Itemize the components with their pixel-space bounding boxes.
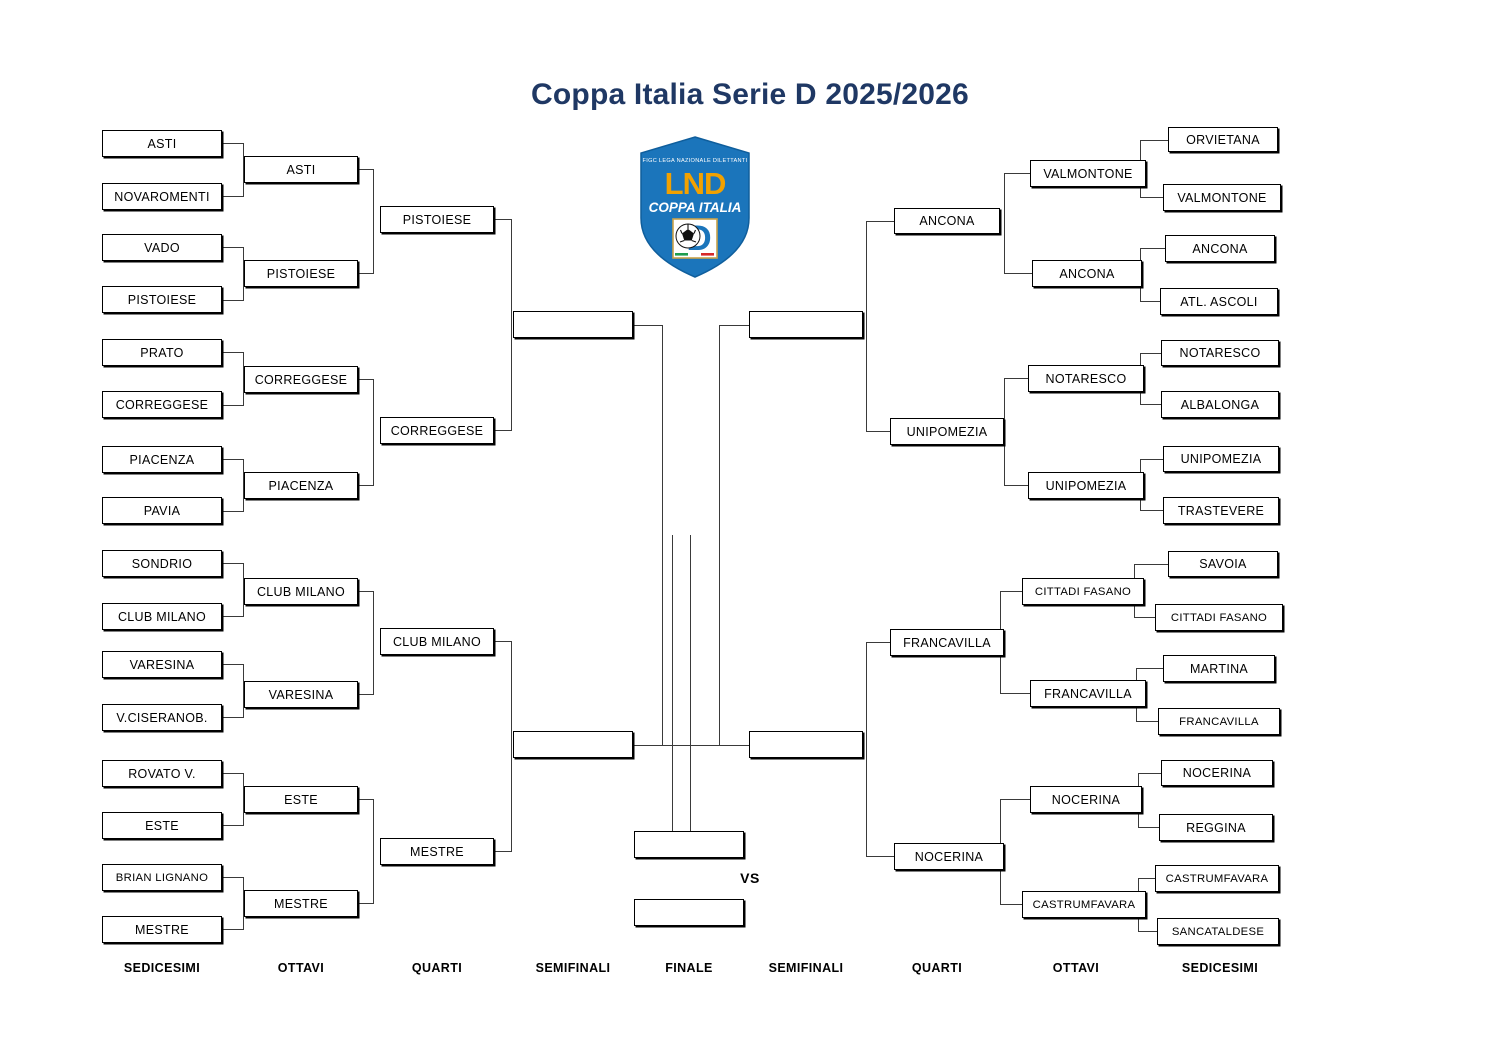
final-slot-top[interactable] xyxy=(634,831,744,858)
match-slot[interactable]: ALBALONGA xyxy=(1161,391,1279,418)
match-slot[interactable]: ROVATO V. xyxy=(102,760,222,787)
match-slot[interactable]: FRANCAVILLA xyxy=(890,629,1004,656)
round-label-finale: FINALE xyxy=(665,961,713,975)
match-slot[interactable]: CITTADI FASANO xyxy=(1022,578,1144,605)
match-slot[interactable]: MESTRE xyxy=(380,838,494,865)
round-label-right-sedicesimi: SEDICESIMI xyxy=(1181,961,1259,975)
match-slot[interactable]: NOTARESCO xyxy=(1028,365,1144,392)
match-slot[interactable]: SAVOIA xyxy=(1168,551,1278,577)
match-slot[interactable]: CORREGGESE xyxy=(380,417,494,444)
svg-text:COPPA ITALIA: COPPA ITALIA xyxy=(649,200,742,215)
match-slot[interactable]: VARESINA xyxy=(102,651,222,678)
match-slot[interactable]: ANCONA xyxy=(894,208,1000,234)
match-slot[interactable]: ESTE xyxy=(102,812,222,839)
match-slot[interactable]: ORVIETANA xyxy=(1168,127,1278,152)
match-slot[interactable]: CLUB MILANO xyxy=(380,628,494,655)
match-slot[interactable]: NOCERINA xyxy=(1030,786,1142,813)
match-slot[interactable]: V.CISERANOB. xyxy=(102,704,222,731)
match-slot[interactable]: UNIPOMEZIA xyxy=(1028,472,1144,499)
match-slot[interactable]: ASTI xyxy=(244,156,358,183)
match-slot[interactable]: NOCERINA xyxy=(1161,760,1273,786)
match-slot[interactable]: MESTRE xyxy=(102,916,222,943)
round-label-left-quarti: QUARTI xyxy=(411,961,463,975)
match-slot[interactable]: VALMONTONE xyxy=(1030,160,1146,187)
svg-text:FIGC LEGA NAZIONALE DILETTANTI: FIGC LEGA NAZIONALE DILETTANTI xyxy=(643,158,748,164)
final-slot-bottom[interactable] xyxy=(634,899,744,926)
match-slot[interactable]: UNIPOMEZIA xyxy=(1163,446,1279,472)
match-slot[interactable]: CITTADI FASANO xyxy=(1155,604,1283,631)
match-slot[interactable]: PISTOIESE xyxy=(380,206,494,233)
page-title: Coppa Italia Serie D 2025/2026 xyxy=(531,78,969,111)
match-slot[interactable]: CLUB MILANO xyxy=(244,578,358,605)
match-slot[interactable]: CASTRUMFAVARA xyxy=(1155,865,1279,892)
match-slot[interactable]: VADO xyxy=(102,234,222,261)
match-slot[interactable]: CORREGGESE xyxy=(102,391,222,418)
match-slot[interactable]: PAVIA xyxy=(102,497,222,524)
match-slot-semifinal[interactable] xyxy=(749,731,863,758)
match-slot[interactable]: ESTE xyxy=(244,786,358,813)
match-slot[interactable]: PIACENZA xyxy=(102,446,222,473)
match-slot[interactable]: ATL. ASCOLI xyxy=(1160,288,1278,315)
round-label-left-semifinali: SEMIFINALI xyxy=(535,961,611,975)
match-slot[interactable]: SONDRIO xyxy=(102,550,222,577)
match-slot[interactable]: PISTOIESE xyxy=(244,260,358,287)
match-slot[interactable]: TRASTEVERE xyxy=(1163,497,1279,524)
match-slot[interactable]: CASTRUMFAVARA xyxy=(1022,891,1146,918)
match-slot[interactable]: CORREGGESE xyxy=(244,366,358,393)
match-slot-semifinal[interactable] xyxy=(513,311,633,338)
match-slot[interactable]: MARTINA xyxy=(1163,655,1275,682)
match-slot[interactable]: VALMONTONE xyxy=(1163,184,1281,211)
lnd-coppa-italia-shield-icon: FIGC LEGA NAZIONALE DILETTANTI LND COPPA… xyxy=(639,136,751,278)
match-slot[interactable]: PRATO xyxy=(102,339,222,366)
match-slot[interactable]: NOCERINA xyxy=(894,843,1004,870)
match-slot[interactable]: MESTRE xyxy=(244,890,358,917)
match-slot[interactable]: REGGINA xyxy=(1159,814,1273,841)
round-label-right-ottavi: OTTAVI xyxy=(1052,961,1100,975)
match-slot[interactable]: ANCONA xyxy=(1165,235,1275,262)
match-slot[interactable]: UNIPOMEZIA xyxy=(890,418,1004,445)
match-slot[interactable]: ANCONA xyxy=(1032,260,1142,287)
match-slot[interactable]: ASTI xyxy=(102,130,222,157)
round-label-left-ottavi: OTTAVI xyxy=(277,961,325,975)
match-slot[interactable]: SANCATALDESE xyxy=(1157,918,1279,945)
round-label-right-quarti: QUARTI xyxy=(911,961,963,975)
round-label-left-sedicesimi: SEDICESIMI xyxy=(123,961,201,975)
match-slot[interactable]: BRIAN LIGNANO xyxy=(102,864,222,891)
match-slot-semifinal[interactable] xyxy=(513,731,633,758)
match-slot-semifinal[interactable] xyxy=(749,311,863,338)
match-slot[interactable]: VARESINA xyxy=(244,681,358,708)
match-slot[interactable]: FRANCAVILLA xyxy=(1030,680,1146,707)
svg-text:LND: LND xyxy=(665,166,726,201)
match-slot[interactable]: FRANCAVILLA xyxy=(1158,708,1280,735)
round-label-right-semifinali: SEMIFINALI xyxy=(768,961,844,975)
match-slot[interactable]: NOTARESCO xyxy=(1161,340,1279,366)
match-slot[interactable]: PIACENZA xyxy=(244,472,358,499)
match-slot[interactable]: PISTOIESE xyxy=(102,286,222,313)
vs-label: VS xyxy=(740,870,760,886)
match-slot[interactable]: CLUB MILANO xyxy=(102,603,222,630)
match-slot[interactable]: NOVAROMENTI xyxy=(102,183,222,210)
